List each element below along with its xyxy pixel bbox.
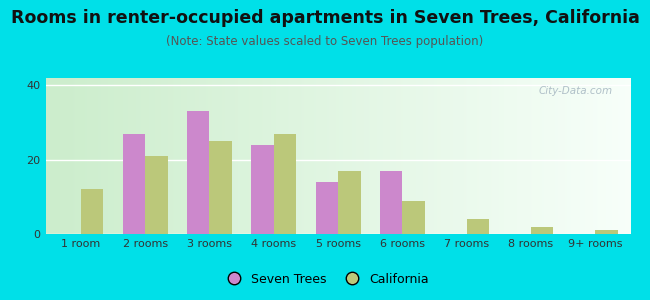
Legend: Seven Trees, California: Seven Trees, California <box>216 268 434 291</box>
Text: (Note: State values scaled to Seven Trees population): (Note: State values scaled to Seven Tree… <box>166 34 484 47</box>
Bar <box>467 219 489 234</box>
Bar <box>402 201 425 234</box>
Bar <box>338 171 361 234</box>
Text: City-Data.com: City-Data.com <box>539 86 613 96</box>
Bar <box>531 226 553 234</box>
Bar <box>123 134 145 234</box>
Bar <box>315 182 338 234</box>
Bar <box>145 156 168 234</box>
Bar <box>187 111 209 234</box>
Bar <box>209 141 232 234</box>
Text: Rooms in renter-occupied apartments in Seven Trees, California: Rooms in renter-occupied apartments in S… <box>10 9 640 27</box>
Bar <box>595 230 617 234</box>
Bar <box>274 134 296 234</box>
Bar <box>251 145 274 234</box>
Bar <box>380 171 402 234</box>
Bar <box>81 189 103 234</box>
